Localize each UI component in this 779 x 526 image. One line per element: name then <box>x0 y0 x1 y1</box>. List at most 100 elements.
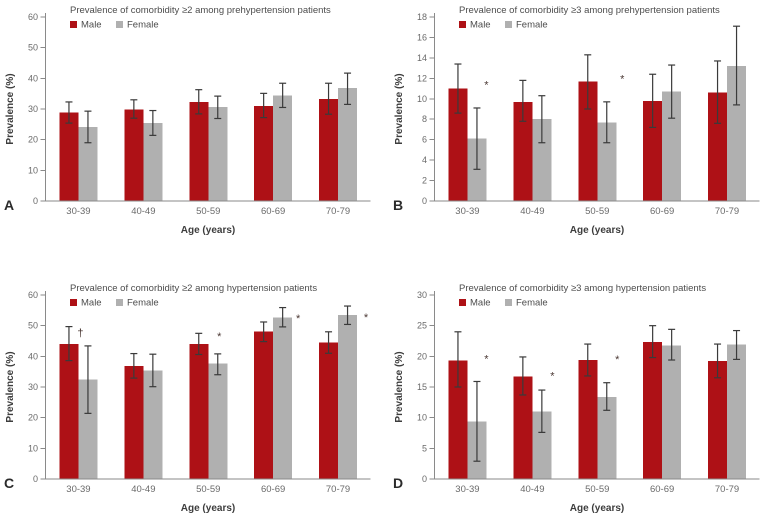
error-bar-male-50-59 <box>584 343 592 377</box>
panel-c: Prevalence of comorbidity ≥2 among hyper… <box>0 263 389 526</box>
x-axis-title: Age (years) <box>570 503 624 514</box>
chart-c: Prevalence of comorbidity ≥2 among hyper… <box>5 283 371 514</box>
error-bar-male-50-59 <box>195 332 203 356</box>
error-bar-female-60-69 <box>279 82 287 109</box>
category-label-60-69: 60-69 <box>650 206 674 217</box>
bar-female-40-49 <box>143 122 163 201</box>
error-bar-male-40-49 <box>519 79 527 122</box>
y-tick-label: 12 <box>417 73 427 83</box>
category-label-50-59: 50-59 <box>585 484 609 495</box>
bar-female-70-79 <box>338 315 358 479</box>
error-bar-female-60-69 <box>668 64 676 119</box>
bar-female-70-79 <box>727 66 747 201</box>
bar-male-40-49 <box>513 101 533 201</box>
bar-male-60-69 <box>643 100 663 201</box>
error-bar-female-30-39 <box>473 107 481 170</box>
category-label-70-79: 70-79 <box>326 484 350 495</box>
y-tick-label: 10 <box>417 94 427 104</box>
legend-male-label: Male <box>81 298 102 309</box>
category-label-40-49: 40-49 <box>131 206 155 217</box>
bar-female-30-39 <box>78 379 98 479</box>
error-bar-male-40-49 <box>519 356 527 396</box>
bar-male-50-59 <box>578 81 598 201</box>
category-label-60-69: 60-69 <box>261 206 285 217</box>
category-label-70-79: 70-79 <box>715 206 739 217</box>
y-tick-label: 10 <box>28 165 38 175</box>
error-bar-female-30-39 <box>84 110 92 144</box>
panel-letter-c: C <box>4 475 15 491</box>
panel-letter-d: D <box>393 475 404 491</box>
y-tick-label: 50 <box>28 43 38 53</box>
y-axis-title: Prevalence (%) <box>5 73 16 144</box>
error-bar-female-70-79 <box>344 305 352 326</box>
legend-male-swatch <box>70 21 77 28</box>
bar-female-60-69 <box>273 95 293 201</box>
y-tick-label: 4 <box>422 155 427 165</box>
legend-male-swatch <box>459 299 466 306</box>
bar-female-60-69 <box>662 345 682 479</box>
bar-female-40-49 <box>532 411 552 479</box>
error-bar-female-40-49 <box>538 95 546 144</box>
error-bar-male-30-39 <box>65 325 73 362</box>
bar-male-40-49 <box>124 365 144 479</box>
x-axis-title: Age (years) <box>181 225 235 236</box>
x-axis-title: Age (years) <box>570 225 624 236</box>
error-bar-male-30-39 <box>454 63 462 114</box>
legend-female-label: Female <box>127 20 159 31</box>
error-bar-female-50-59 <box>214 95 222 120</box>
category-label-30-39: 30-39 <box>455 484 479 495</box>
significance-marker-50-59: * <box>620 73 625 85</box>
error-bar-female-50-59 <box>214 353 222 376</box>
category-label-50-59: 50-59 <box>585 206 609 217</box>
bar-male-70-79 <box>319 342 339 479</box>
error-bar-male-40-49 <box>130 99 138 119</box>
bar-female-60-69 <box>662 91 682 201</box>
error-bar-male-30-39 <box>454 331 462 388</box>
y-tick-label: 15 <box>417 382 427 392</box>
category-label-40-49: 40-49 <box>520 206 544 217</box>
bar-male-70-79 <box>708 92 728 201</box>
y-tick-label: 2 <box>422 176 427 186</box>
legend-female-swatch <box>505 21 512 28</box>
category-label-30-39: 30-39 <box>66 206 90 217</box>
error-bar-female-40-49 <box>149 109 157 136</box>
bar-male-40-49 <box>513 376 533 479</box>
error-bar-male-40-49 <box>130 352 138 379</box>
significance-marker-30-39: * <box>484 353 489 365</box>
error-bar-male-70-79 <box>325 331 333 354</box>
bar-female-70-79 <box>727 344 747 479</box>
error-bar-female-70-79 <box>733 329 741 361</box>
y-tick-label: 0 <box>422 196 427 206</box>
error-bar-male-70-79 <box>714 60 722 124</box>
chart-title: Prevalence of comorbidity ≥2 among prehy… <box>70 5 331 16</box>
legend-female-label: Female <box>516 298 548 309</box>
category-label-70-79: 70-79 <box>326 206 350 217</box>
error-bar-female-60-69 <box>279 306 287 328</box>
error-bar-female-40-49 <box>538 389 546 433</box>
error-bar-female-50-59 <box>603 382 611 411</box>
y-tick-label: 40 <box>28 351 38 361</box>
category-label-60-69: 60-69 <box>261 484 285 495</box>
y-tick-label: 6 <box>422 135 427 145</box>
significance-marker-40-49: * <box>550 371 555 383</box>
legend-male-label: Male <box>81 20 102 31</box>
error-bar-female-30-39 <box>84 345 92 414</box>
y-tick-label: 50 <box>28 321 38 331</box>
legend-female-label: Female <box>127 298 159 309</box>
chart-b: Prevalence of comorbidity ≥3 among prehy… <box>394 5 760 236</box>
category-label-60-69: 60-69 <box>650 484 674 495</box>
y-tick-label: 30 <box>417 290 427 300</box>
chart-title: Prevalence of comorbidity ≥3 among prehy… <box>459 5 720 16</box>
bar-female-50-59 <box>597 122 617 201</box>
error-bar-male-70-79 <box>714 343 722 379</box>
category-label-70-79: 70-79 <box>715 484 739 495</box>
bar-male-60-69 <box>254 105 274 201</box>
category-label-40-49: 40-49 <box>520 484 544 495</box>
error-bar-male-70-79 <box>325 82 333 115</box>
error-bar-male-60-69 <box>649 73 657 129</box>
bar-female-50-59 <box>208 107 228 201</box>
legend-male-swatch <box>459 21 466 28</box>
error-bar-female-50-59 <box>603 101 611 144</box>
significance-marker-50-59: * <box>615 354 620 366</box>
